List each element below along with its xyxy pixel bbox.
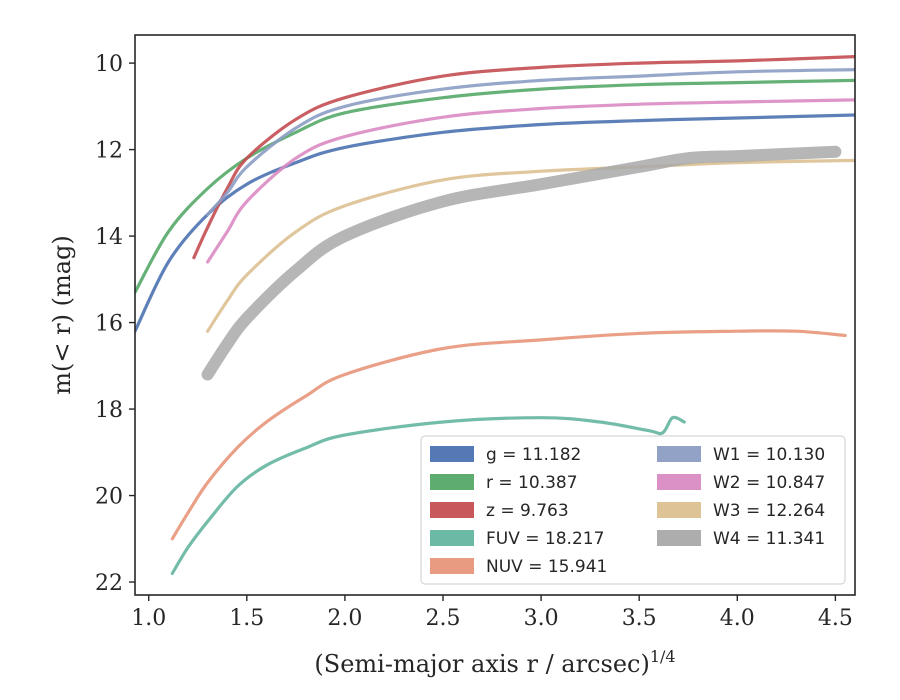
plot-frame: [134, 34, 856, 596]
legend-label: r = 10.387: [486, 473, 578, 493]
y-tick-label: 16: [95, 312, 123, 337]
legend-swatch: [430, 474, 474, 490]
y-tick-label: 14: [95, 225, 123, 250]
legend-swatch: [657, 530, 701, 546]
x-tick-label: 2.0: [327, 606, 362, 631]
series-layer: [135, 55, 855, 575]
series-line: [206, 68, 855, 217]
series-line: [170, 415, 686, 575]
x-axis-title-text: (Semi-major axis r / arcsec): [314, 650, 649, 678]
series-line: [201, 145, 842, 381]
legend-swatch: [657, 474, 701, 490]
legend-swatch: [430, 446, 474, 462]
y-tick-label: 18: [95, 398, 123, 423]
x-tick-label: 4.5: [818, 606, 853, 631]
series-line: [135, 113, 855, 333]
y-tick-label: 10: [95, 52, 123, 77]
legend-swatch: [430, 530, 474, 546]
y-axis-title: m(< r) (mag): [48, 235, 76, 394]
legend-swatch: [430, 502, 474, 518]
series-line: [135, 78, 855, 294]
series-line: [206, 98, 855, 264]
x-tick-label: 2.5: [426, 606, 461, 631]
x-tick-label: 1.0: [131, 606, 166, 631]
legend-label: W3 = 12.264: [713, 501, 825, 521]
legend-swatch: [430, 558, 474, 574]
x-tick-label: 1.5: [229, 606, 264, 631]
legend-swatch: [657, 502, 701, 518]
legend-label: FUV = 18.217: [486, 529, 604, 549]
x-tick-label: 4.0: [720, 606, 755, 631]
x-axis-title: (Semi-major axis r / arcsec)1/4: [314, 647, 675, 678]
legend-label: NUV = 15.941: [486, 557, 607, 577]
legend-label: W1 = 10.130: [713, 445, 825, 465]
x-tick-label: 3.0: [524, 606, 559, 631]
x-axis-title-exponent: 1/4: [650, 647, 676, 666]
y-tick-label: 22: [95, 571, 123, 596]
series-line: [192, 55, 855, 260]
legend-swatch: [657, 446, 701, 462]
legend-label: W2 = 10.847: [713, 473, 825, 493]
x-tick-label: 3.5: [622, 606, 657, 631]
legend-label: g = 11.182: [486, 445, 581, 465]
legend-label: z = 9.763: [486, 501, 569, 521]
legend: g = 11.182 r = 10.387 z = 9.763 FUV = 18.21…: [420, 435, 846, 585]
y-tick-label: 20: [95, 485, 123, 510]
series-line: [206, 158, 855, 333]
legend-label: W4 = 11.341: [713, 529, 825, 549]
legend-box: [420, 435, 846, 585]
y-axis: 10 12 14 16 18 20 22: [95, 52, 135, 596]
x-axis: 1.0 1.5 2.0 2.5 3.0 3.5 4.0 4.5: [131, 595, 853, 631]
y-tick-label: 12: [95, 139, 123, 164]
series-line: [170, 329, 847, 541]
